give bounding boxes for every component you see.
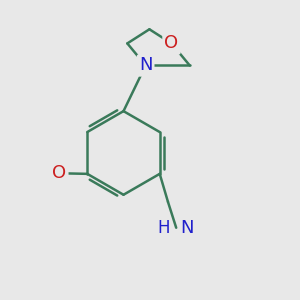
Text: N: N (139, 56, 152, 74)
Text: N: N (181, 219, 194, 237)
Text: O: O (164, 34, 178, 52)
Text: H: H (157, 219, 170, 237)
Text: O: O (52, 164, 66, 182)
